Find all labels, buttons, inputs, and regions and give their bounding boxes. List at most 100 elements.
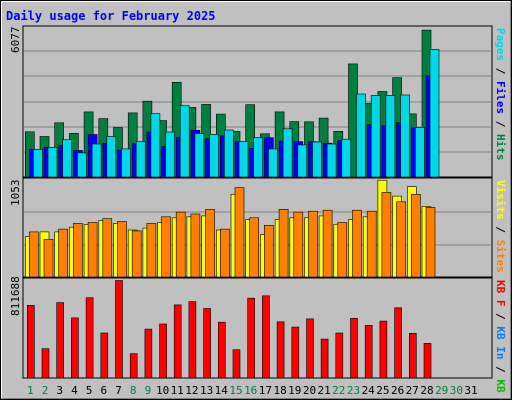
legend-part: / <box>494 114 507 134</box>
bar-sites-day-4 <box>73 223 83 278</box>
bars-middle <box>24 179 436 278</box>
x-tick-label-30: 30 <box>450 384 463 397</box>
legend-part: KB F <box>494 280 507 307</box>
legend-part: Files <box>494 81 507 114</box>
legend-part: Visits <box>494 180 507 220</box>
legend-part: / <box>494 307 507 327</box>
legend-middle: Visits / Sites <box>494 180 507 273</box>
x-tick-label-10: 10 <box>156 384 169 397</box>
bar-sites-day-8 <box>131 230 142 278</box>
bar-pages-day-5 <box>91 143 102 178</box>
bar-kb-f-day-20 <box>306 318 314 379</box>
bar-pages-day-21 <box>326 143 337 178</box>
x-tick-label-15: 15 <box>229 384 242 397</box>
bar-kb-f-day-9 <box>144 328 153 379</box>
bar-sites-day-15 <box>234 187 245 278</box>
bar-sites-day-1 <box>28 231 39 278</box>
legend-part: KB In <box>494 326 507 359</box>
x-tick-label-26: 26 <box>391 384 404 397</box>
x-tick-label-27: 27 <box>406 384 419 397</box>
bar-sites-day-18 <box>278 209 289 278</box>
bar-kb-f-day-24 <box>364 324 373 379</box>
legend-top: Pages / Files / Hits <box>494 28 507 161</box>
bar-kb-f-day-12 <box>188 301 197 379</box>
bar-sites-day-6 <box>102 218 113 278</box>
bar-kb-f-day-21 <box>320 338 329 379</box>
bar-pages-day-12 <box>194 133 205 178</box>
bar-sites-day-11 <box>175 211 186 278</box>
panel-bottom: 811688 KB F / KB In / KB Out <box>9 276 507 400</box>
x-tick-label-18: 18 <box>273 384 286 397</box>
bar-sites-day-23 <box>352 209 362 278</box>
bar-pages-day-16 <box>253 137 263 178</box>
bar-pages-day-11 <box>179 105 190 178</box>
bar-sites-day-27 <box>410 194 421 278</box>
bar-sites-day-26 <box>396 201 406 278</box>
bar-pages-day-7 <box>121 148 131 178</box>
legend-part: / <box>494 360 507 380</box>
bar-pages-day-8 <box>135 141 146 178</box>
legend-bottom: KB F / KB In / KB Out <box>494 280 507 400</box>
bar-kb-f-day-26 <box>394 307 402 379</box>
legend-part: Hits <box>494 134 507 161</box>
panel-middle: 1053 Visits / Sites <box>9 177 507 278</box>
legend-part: KB Out <box>494 379 507 400</box>
bar-sites-day-5 <box>87 222 98 278</box>
bar-kb-f-day-28 <box>423 343 432 379</box>
x-tick-label-12: 12 <box>185 384 198 397</box>
x-tick-label-9: 9 <box>145 384 152 397</box>
bar-pages-day-17 <box>268 148 278 178</box>
bar-pages-day-2 <box>47 147 58 178</box>
x-tick-label-7: 7 <box>115 384 122 397</box>
legend-part: Pages <box>494 28 507 61</box>
bar-kb-f-day-19 <box>291 326 300 379</box>
bar-kb-f-day-2 <box>41 348 50 379</box>
bar-kb-f-day-25 <box>379 320 388 379</box>
bar-pages-day-1 <box>32 149 43 178</box>
bar-sites-day-9 <box>146 223 157 278</box>
bar-sites-day-25 <box>381 192 392 278</box>
bar-pages-day-20 <box>312 141 322 178</box>
bar-kb-f-day-22 <box>335 332 344 379</box>
bar-kb-f-day-5 <box>85 297 94 379</box>
bar-pages-day-3 <box>62 139 73 178</box>
bar-kb-f-day-13 <box>203 308 211 379</box>
bars-top <box>24 29 440 178</box>
bars-bottom <box>26 280 432 379</box>
bar-sites-day-7 <box>117 221 127 278</box>
bar-pages-day-9 <box>150 113 161 178</box>
x-tick-label-31: 31 <box>464 384 477 397</box>
x-tick-label-6: 6 <box>100 384 107 397</box>
x-tick-label-23: 23 <box>347 384 360 397</box>
bar-kb-f-day-3 <box>56 302 65 379</box>
bar-pages-day-24 <box>370 95 381 178</box>
ymax-label-middle: 1053 <box>9 180 22 207</box>
legend-part: / <box>494 220 507 240</box>
bar-kb-f-day-11 <box>173 304 182 379</box>
bar-sites-day-21 <box>322 209 333 278</box>
bar-sites-day-2 <box>43 239 54 278</box>
bar-kb-f-day-4 <box>71 317 79 379</box>
x-tick-label-2: 2 <box>42 384 49 397</box>
bar-sites-day-19 <box>293 211 304 278</box>
x-tick-label-13: 13 <box>200 384 213 397</box>
bar-kb-f-day-10 <box>159 323 167 379</box>
bar-kb-f-day-7 <box>115 280 123 379</box>
ymax-label-top: 6077 <box>9 27 22 54</box>
bar-kb-f-day-8 <box>129 353 138 379</box>
bar-pages-day-14 <box>224 129 234 178</box>
x-tick-label-22: 22 <box>332 384 345 397</box>
bar-sites-day-10 <box>161 216 171 278</box>
bar-pages-day-27 <box>414 127 425 178</box>
bar-pages-day-19 <box>297 144 308 178</box>
bar-sites-day-24 <box>366 210 377 278</box>
x-tick-label-17: 17 <box>259 384 272 397</box>
x-tick-label-21: 21 <box>317 384 330 397</box>
bar-kb-f-day-17 <box>262 295 270 379</box>
bar-kb-f-day-23 <box>350 318 358 379</box>
bar-sites-day-17 <box>264 225 274 278</box>
bar-kb-f-day-1 <box>26 304 35 379</box>
x-tick-label-4: 4 <box>71 384 78 397</box>
x-tick-label-14: 14 <box>215 384 229 397</box>
